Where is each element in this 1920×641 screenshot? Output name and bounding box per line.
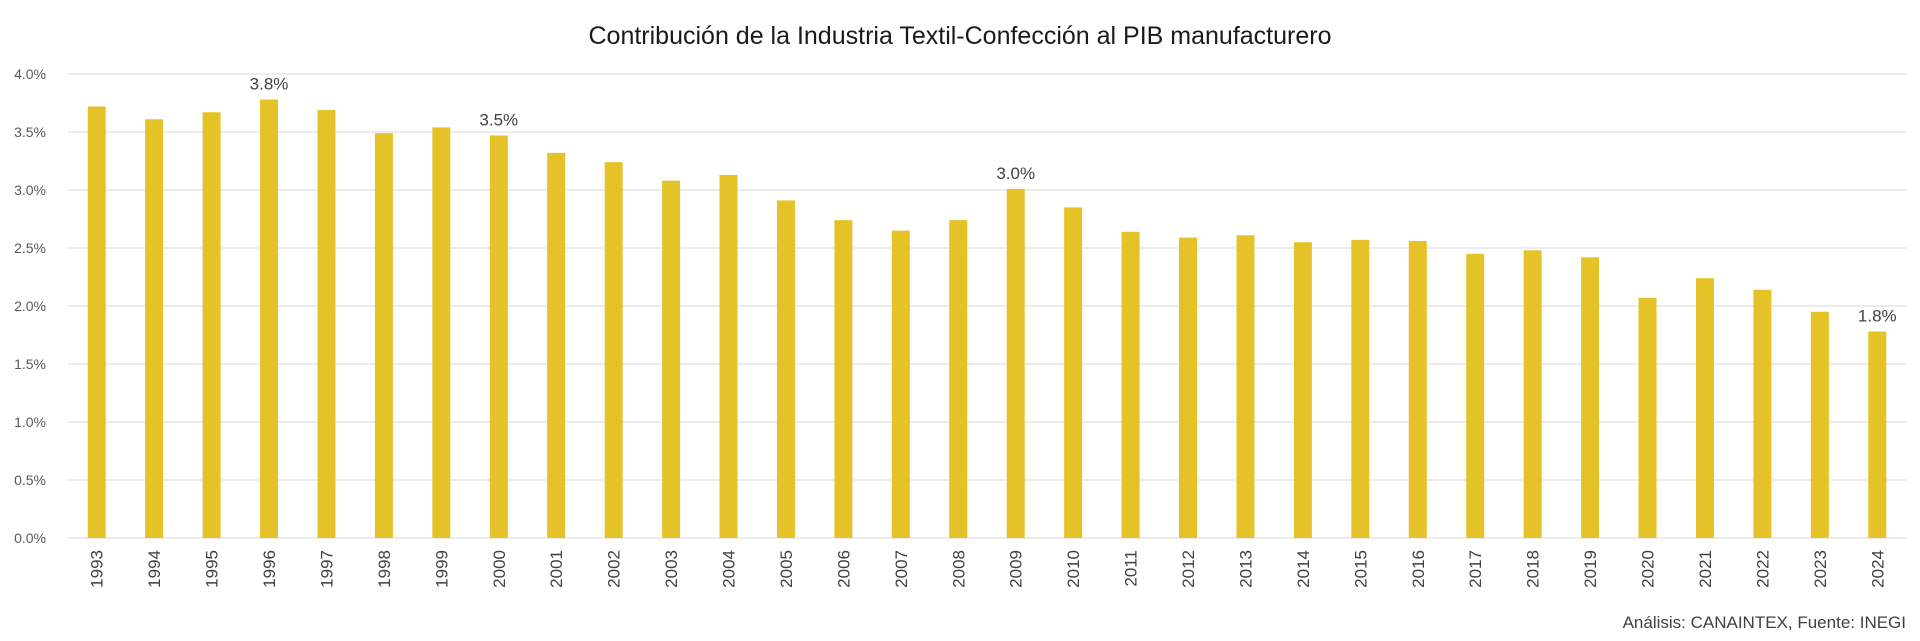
bar-2015 (1351, 239, 1370, 538)
y-tick-label: 2.5% (14, 240, 46, 256)
y-tick-label: 0.0% (14, 530, 46, 546)
bar-1994 (145, 119, 164, 539)
x-tick-label: 2020 (1639, 550, 1658, 588)
x-tick-label: 1995 (203, 550, 222, 588)
data-label-2009: 3.0% (996, 164, 1035, 183)
bar-1993 (87, 106, 106, 538)
x-tick-label: 2023 (1811, 550, 1830, 588)
y-tick-label: 1.0% (14, 414, 46, 430)
x-tick-label: 1998 (375, 550, 394, 588)
y-tick-label: 4.0% (14, 66, 46, 82)
data-label-2000: 3.5% (479, 110, 518, 129)
x-tick-label: 2009 (1007, 550, 1026, 588)
bar-2001 (547, 152, 566, 538)
data-labels: 3.8% 3.5% 3.0% 1.8% (250, 75, 1897, 326)
bar-2005 (776, 200, 795, 538)
x-tick-label: 2004 (720, 550, 739, 588)
x-tick-label: 1996 (260, 550, 279, 588)
y-tick-label: 3.0% (14, 182, 46, 198)
source-note: Análisis: CANAINTEX, Fuente: INEGI (1623, 613, 1906, 632)
bar-2016 (1408, 241, 1427, 539)
x-tick-label: 2005 (777, 550, 796, 588)
bar-2003 (662, 180, 681, 538)
x-tick-label: 2016 (1409, 550, 1428, 588)
bar-2018 (1523, 250, 1542, 538)
bars (87, 99, 1887, 539)
y-tick-label: 2.0% (14, 298, 46, 314)
bar-2021 (1695, 278, 1714, 538)
x-tick-label: 1994 (145, 550, 164, 588)
x-tick-label: 2018 (1524, 550, 1543, 588)
y-tick-label: 1.5% (14, 356, 46, 372)
data-label-2024: 1.8% (1858, 307, 1897, 326)
bar-2017 (1466, 253, 1485, 539)
x-tick-label: 1999 (432, 550, 451, 588)
bar-2010 (1064, 207, 1083, 538)
x-tick-label: 2008 (949, 550, 968, 588)
bar-2007 (891, 230, 910, 538)
bar-2012 (1179, 237, 1198, 538)
bar-2022 (1753, 289, 1772, 538)
gridlines (68, 73, 1906, 539)
bar-2009 (1006, 188, 1025, 538)
x-tick-label: 1997 (317, 550, 336, 588)
bar-2020 (1638, 297, 1657, 538)
x-tick-label: 2007 (892, 550, 911, 588)
x-tick-label: 2014 (1294, 550, 1313, 588)
bar-1995 (202, 112, 221, 538)
bar-1997 (317, 109, 336, 539)
chart-title: Contribución de la Industria Textil-Conf… (589, 22, 1332, 50)
bar-2014 (1293, 242, 1312, 538)
x-tick-label: 2011 (1122, 550, 1141, 587)
x-axis: 1993 1994 1995 1996 1997 1998 1999 2000 2001 2002… (88, 550, 1888, 588)
bar-2023 (1810, 311, 1829, 538)
bar-2019 (1581, 257, 1600, 538)
data-label-1996: 3.8% (250, 75, 289, 94)
x-tick-label: 2019 (1581, 550, 1600, 588)
x-tick-label: 2010 (1064, 550, 1083, 588)
x-tick-label: 2017 (1466, 550, 1485, 588)
x-tick-label: 2001 (547, 550, 566, 588)
x-tick-label: 1993 (88, 550, 107, 588)
bar-2011 (1121, 231, 1140, 538)
x-tick-label: 2002 (605, 550, 624, 588)
x-tick-label: 2006 (834, 550, 853, 588)
bar-1996 (260, 99, 279, 539)
bar-2002 (604, 162, 623, 538)
y-tick-label: 3.5% (14, 124, 46, 140)
x-tick-label: 2021 (1696, 550, 1715, 588)
x-tick-label: 2013 (1236, 550, 1255, 588)
x-tick-label: 2022 (1753, 550, 1772, 588)
bar-2008 (949, 220, 968, 538)
bar-2006 (834, 220, 853, 538)
x-tick-label: 2015 (1351, 550, 1370, 588)
x-tick-label: 2024 (1868, 550, 1887, 588)
x-tick-label: 2012 (1179, 550, 1198, 588)
y-tick-label: 0.5% (14, 472, 46, 488)
x-tick-label: 2003 (662, 550, 681, 588)
bar-2004 (719, 174, 738, 539)
y-axis: 0.0% 0.5% 1.0% 1.5% 2.0% 2.5% 3.0% 3.5% 4.0% (14, 66, 46, 546)
x-tick-label: 2000 (490, 550, 509, 588)
bar-1999 (432, 127, 451, 539)
bar-1998 (374, 133, 393, 538)
bar-2013 (1236, 235, 1255, 539)
bar-2024 (1868, 331, 1887, 538)
bar-2000 (489, 135, 508, 539)
